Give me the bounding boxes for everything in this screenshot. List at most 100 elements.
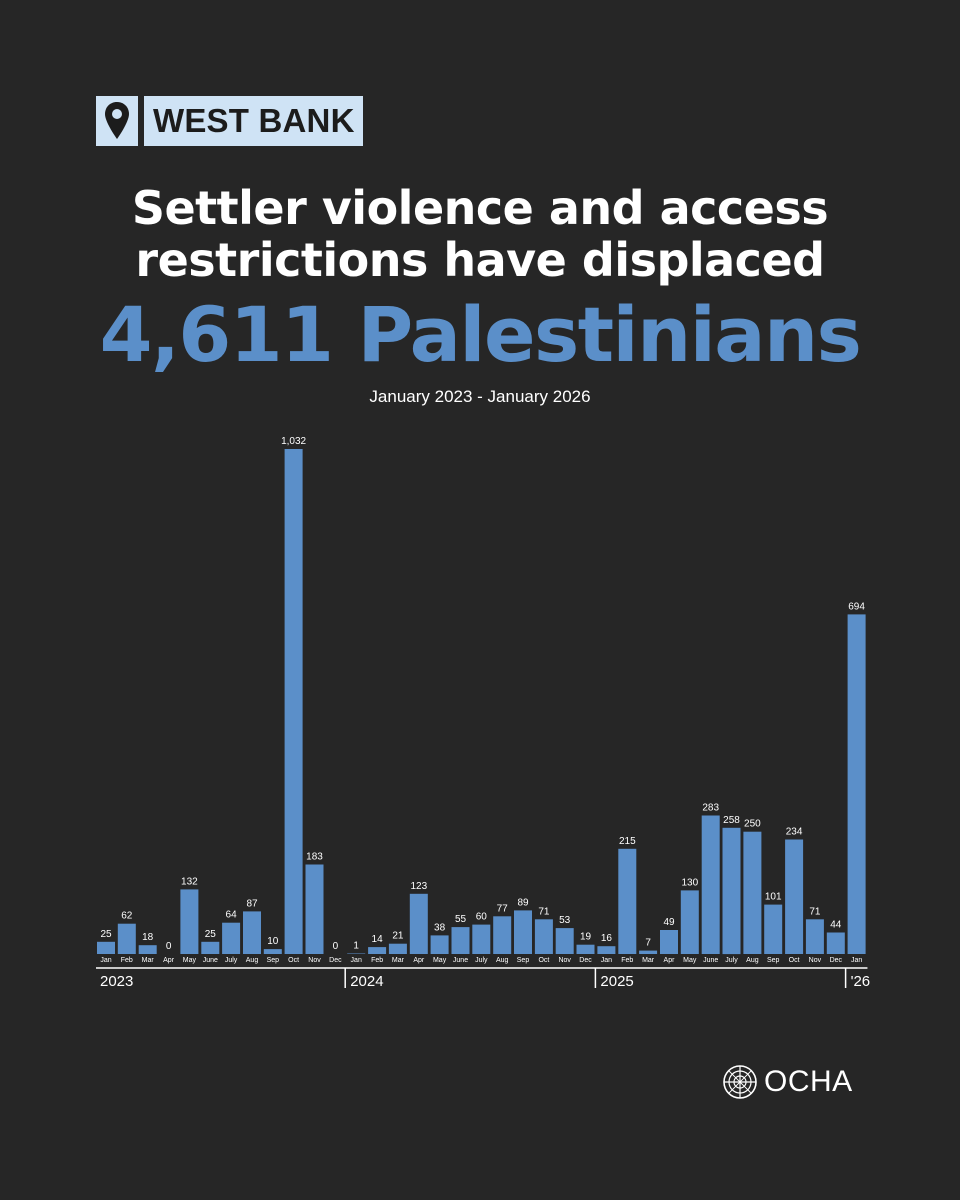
data-label-13: 14	[372, 934, 384, 945]
bar-22	[555, 928, 574, 954]
month-tick-28: May	[683, 957, 697, 964]
bar-6	[222, 922, 241, 954]
data-label-32: 101	[765, 892, 782, 903]
data-label-7: 87	[246, 898, 258, 909]
bar-18	[472, 924, 491, 954]
un-emblem-icon	[723, 1065, 757, 1099]
bar-15	[409, 893, 428, 954]
year-label-2: 2025	[600, 973, 633, 990]
month-tick-1: Feb	[121, 957, 133, 964]
month-tick-23: Dec	[579, 957, 592, 964]
data-label-16: 38	[434, 922, 446, 933]
date-range-subtitle: January 2023 - January 2026	[369, 387, 591, 406]
month-tick-21: Oct	[538, 957, 549, 964]
bar-12	[347, 953, 366, 954]
bar-36	[847, 614, 866, 954]
bar-14	[388, 943, 407, 954]
month-tick-19: Aug	[496, 957, 509, 964]
bar-1	[117, 923, 136, 954]
region-label: WEST BANK	[144, 96, 363, 146]
bar-0	[97, 941, 115, 954]
year-label-0: 2023	[100, 973, 133, 990]
month-tick-12: Jan	[351, 957, 362, 964]
headline-highlight: 4,611 Palestinians	[99, 290, 862, 379]
bar-27	[660, 930, 678, 954]
data-label-8: 10	[267, 936, 279, 947]
headline-line-2: restrictions have displaced	[135, 233, 825, 287]
bar-31	[743, 831, 762, 954]
month-tick-34: Nov	[809, 957, 822, 964]
data-label-10: 183	[306, 852, 323, 863]
month-tick-35: Dec	[830, 957, 843, 964]
data-label-1: 62	[121, 911, 133, 922]
region-tag: WEST BANK	[96, 96, 363, 146]
month-tick-26: Mar	[642, 957, 655, 964]
bar-32	[764, 904, 783, 954]
month-tick-15: Apr	[413, 957, 425, 964]
month-tick-22: Nov	[558, 957, 571, 964]
month-tick-9: Oct	[288, 957, 299, 964]
month-tick-24: Jan	[601, 957, 612, 964]
bar-9	[284, 449, 303, 954]
month-tick-32: Sep	[767, 957, 780, 964]
month-tick-8: Sep	[267, 957, 280, 964]
bar-16	[430, 935, 449, 954]
bar-33	[785, 839, 804, 954]
month-tick-7: Aug	[246, 957, 259, 964]
data-label-5: 25	[205, 929, 217, 940]
data-label-31: 250	[744, 819, 761, 830]
data-label-17: 55	[455, 914, 467, 925]
month-tick-17: June	[453, 957, 468, 964]
month-tick-36: Jan	[851, 957, 862, 964]
bar-25	[618, 848, 637, 954]
month-tick-31: Aug	[746, 957, 759, 964]
ocha-logo: OCHA	[722, 1064, 853, 1100]
bar-30	[722, 827, 741, 955]
data-label-9: 1,032	[281, 436, 306, 447]
data-label-35: 44	[830, 920, 842, 931]
month-tick-20: Sep	[517, 957, 530, 964]
month-tick-5: June	[203, 957, 218, 964]
data-label-15: 123	[410, 881, 427, 892]
month-tick-18: July	[475, 957, 488, 964]
bar-26	[639, 950, 658, 954]
data-label-14: 21	[392, 931, 404, 942]
bar-34	[805, 919, 824, 954]
month-tick-29: June	[703, 957, 718, 964]
year-label-1: 2024	[350, 973, 383, 990]
bar-17	[451, 927, 470, 954]
bar-10	[305, 864, 324, 954]
data-label-22: 53	[559, 915, 571, 926]
bar-2	[138, 945, 157, 954]
bar-20	[514, 910, 532, 954]
month-tick-4: May	[183, 957, 197, 964]
bar-35	[826, 932, 845, 954]
data-label-2: 18	[142, 932, 154, 943]
bar-24	[597, 946, 616, 954]
data-label-29: 283	[702, 803, 719, 814]
month-tick-2: Mar	[142, 957, 155, 964]
month-tick-33: Oct	[789, 957, 800, 964]
headline: Settler violence and access restrictions…	[0, 182, 960, 286]
month-tick-27: Apr	[664, 957, 676, 964]
data-label-11: 0	[333, 941, 339, 952]
data-label-23: 19	[580, 932, 592, 943]
month-tick-6: July	[225, 957, 238, 964]
month-tick-13: Feb	[371, 957, 383, 964]
month-tick-25: Feb	[621, 957, 633, 964]
bar-8	[263, 949, 282, 954]
month-tick-0: Jan	[100, 957, 111, 964]
bar-13	[368, 947, 387, 954]
data-label-20: 89	[517, 897, 529, 908]
month-tick-3: Apr	[163, 957, 175, 964]
bar-23	[576, 944, 595, 954]
data-label-3: 0	[166, 941, 172, 952]
month-tick-30: July	[725, 957, 738, 964]
bar-29	[701, 815, 720, 954]
month-tick-11: Dec	[329, 957, 342, 964]
data-label-21: 71	[538, 906, 550, 917]
month-tick-10: Nov	[308, 957, 321, 964]
data-label-26: 7	[645, 938, 651, 949]
data-label-4: 132	[181, 876, 198, 887]
data-label-28: 130	[681, 877, 698, 888]
